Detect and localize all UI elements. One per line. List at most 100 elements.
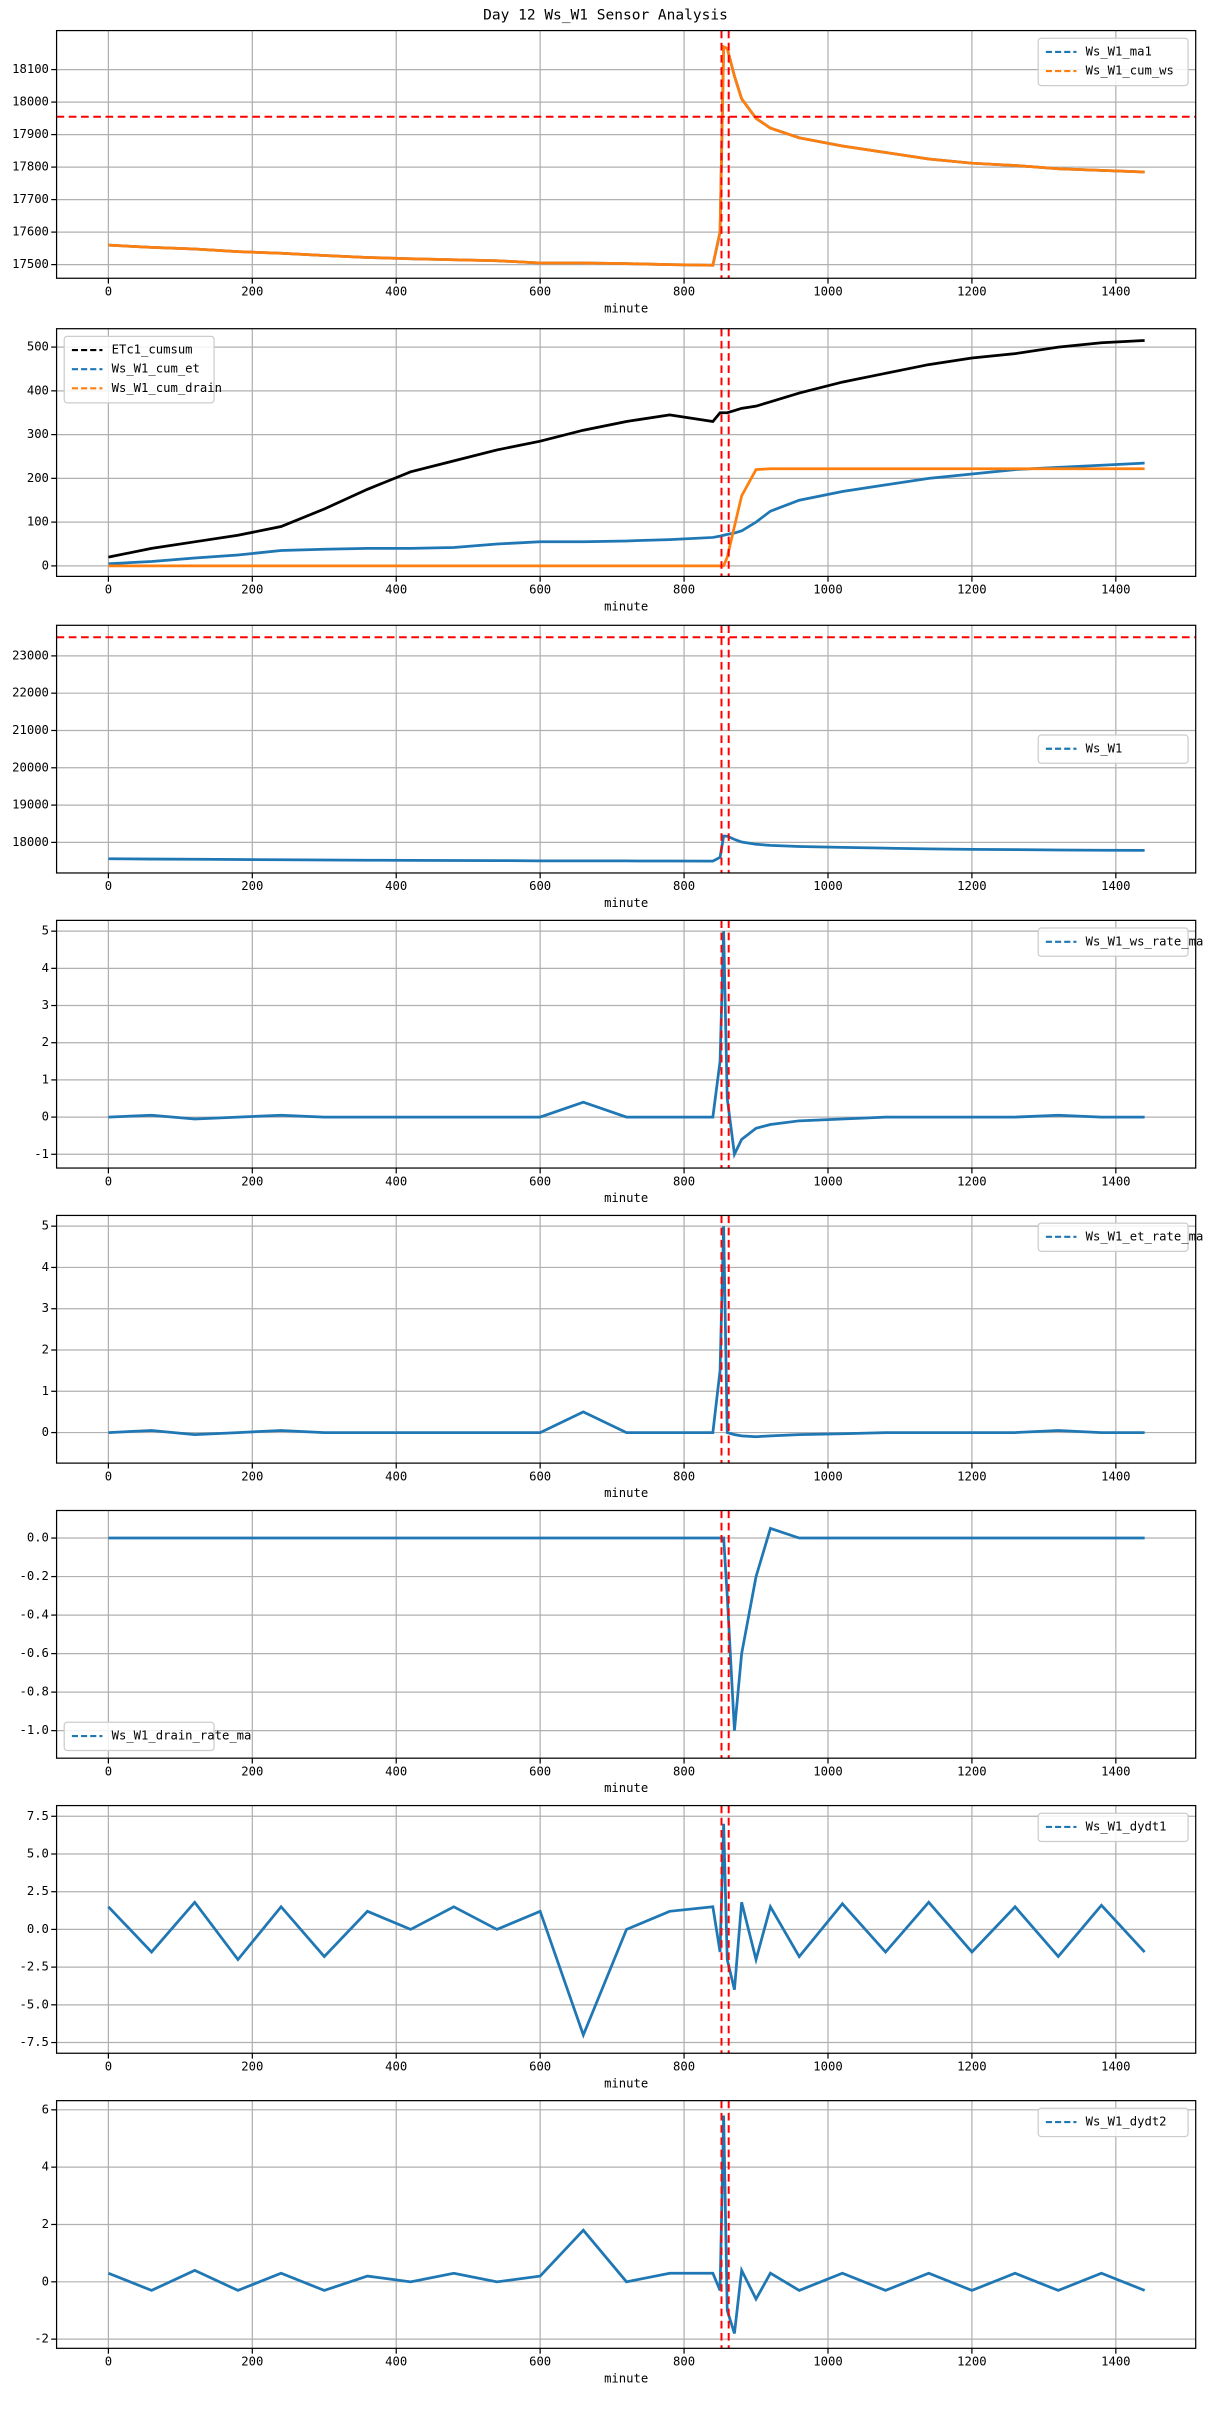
x-tick-label: 600: [529, 285, 551, 299]
y-tick-label: 21000: [12, 723, 49, 737]
x-tick-label: 800: [673, 1764, 695, 1778]
x-tick-label: 400: [385, 285, 407, 299]
x-tick-label: 600: [529, 583, 551, 597]
x-tick-label: 600: [529, 2355, 551, 2369]
x-tick-label: 800: [673, 583, 695, 597]
subplot: 0 200 400 600 800 1000 1200 1400 -2 0 2 4 6 minute Ws_…: [34, 2100, 1197, 2385]
x-tick-label: 800: [673, 1174, 695, 1188]
x-axis-label: minute: [604, 896, 648, 910]
axes-frame: [55, 1214, 1197, 1464]
x-tick-label: 1000: [813, 1174, 842, 1188]
subplot: 0 200 400 600 800 1000 1200 1400 -7.5 -5.0 -2.5 0.0…: [19, 1804, 1197, 2090]
y-tick-label: 18000: [12, 95, 49, 109]
x-tick-label: 800: [673, 285, 695, 299]
series-line: [108, 1226, 1145, 1439]
x-tick-label: 1200: [957, 583, 986, 597]
x-tick-label: 400: [385, 1469, 407, 1483]
y-tick-label: -2: [34, 2332, 49, 2346]
y-tick-label: 0.0: [27, 1531, 49, 1545]
axes-frame: [55, 1804, 1197, 2054]
series-line: [108, 834, 1145, 863]
y-tick-label: 200: [27, 471, 49, 485]
y-tick-label: -0.2: [19, 1569, 48, 1583]
series-line: [108, 931, 1145, 1160]
subplot: 0 200 400 600 800 1000 1200 1400 -1 0 1 2 3 4 5 minute W…: [34, 919, 1204, 1205]
y-tick-label: 19000: [12, 798, 49, 812]
series-line: [107, 2115, 1146, 2334]
x-tick-label: 0: [105, 1469, 112, 1483]
subplot: 0 200 400 600 800 1000 1200 1400 0.0 -0.2 -0.4 -0.6…: [19, 1509, 1197, 1795]
legend-box: [1037, 927, 1189, 957]
x-tick-label: 200: [241, 1469, 263, 1483]
x-tick-label: 1000: [813, 2060, 842, 2074]
y-tick-label: 18100: [12, 62, 49, 76]
x-tick-label: 800: [673, 2060, 695, 2074]
legend-label: Ws_W1_cum_drain: [112, 381, 222, 395]
y-tick-label: 2: [42, 2217, 49, 2231]
y-tick-label: 0.0: [27, 1922, 49, 1936]
legend-label: Ws_W1_cum_et: [112, 362, 200, 376]
x-tick-label: 1400: [1101, 2355, 1130, 2369]
x-tick-label: 1000: [813, 1764, 842, 1778]
y-tick-label: 500: [27, 340, 49, 354]
legend-box: [63, 335, 215, 404]
y-tick-label: 400: [27, 383, 49, 397]
x-tick-label: 400: [385, 1764, 407, 1778]
y-tick-label: 17900: [12, 127, 49, 141]
y-tick-label: -0.4: [19, 1608, 48, 1622]
x-tick-label: 0: [105, 285, 112, 299]
x-axis-label: minute: [604, 2371, 648, 2385]
y-tick-label: 4: [42, 2160, 49, 2174]
x-tick-label: 800: [673, 1469, 695, 1483]
y-tick-label: 300: [27, 427, 49, 441]
x-tick-label: 400: [385, 879, 407, 893]
x-tick-label: 1400: [1101, 583, 1130, 597]
legend-label: Ws_W1_cum_ws: [1086, 64, 1174, 78]
legend-box: [1037, 1812, 1189, 1843]
axes-frame: [55, 29, 1197, 279]
legend-box: [1037, 37, 1189, 87]
x-axis-label: minute: [604, 2076, 648, 2090]
legend-box: [1037, 1222, 1189, 1252]
x-axis-label: minute: [604, 1781, 648, 1795]
y-tick-label: 3: [42, 1301, 49, 1315]
y-tick-label: -5.0: [19, 1997, 48, 2011]
series-line: [108, 467, 1145, 568]
y-tick-label: 23000: [12, 648, 49, 662]
y-tick-label: 0: [42, 1110, 49, 1124]
y-tick-label: 17500: [12, 257, 49, 271]
x-tick-label: 0: [105, 879, 112, 893]
x-tick-label: 1400: [1101, 2060, 1130, 2074]
x-tick-label: 1200: [957, 285, 986, 299]
y-tick-label: 2: [42, 1343, 49, 1357]
y-tick-label: 17800: [12, 160, 49, 174]
series-line: [108, 461, 1145, 566]
y-tick-label: 0: [42, 1425, 49, 1439]
x-tick-label: 1400: [1101, 879, 1130, 893]
axes-frame: [55, 1509, 1197, 1759]
x-tick-label: 1400: [1101, 1174, 1130, 1188]
y-tick-label: 7.5: [27, 1809, 49, 1823]
x-tick-label: 800: [673, 2355, 695, 2369]
x-tick-label: 400: [385, 2355, 407, 2369]
x-tick-label: 1000: [813, 285, 842, 299]
y-tick-label: 18000: [12, 835, 49, 849]
subplot: 0 200 400 600 800 1000 1200 1400 17500 17600 17700…: [12, 29, 1197, 315]
y-tick-label: 100: [27, 515, 49, 529]
legend-label: Ws_W1_ws_rate_ma: [1086, 934, 1204, 948]
y-tick-label: -1.0: [19, 1723, 48, 1737]
x-tick-label: 1400: [1101, 285, 1130, 299]
y-tick-label: 20000: [12, 760, 49, 774]
subplot: 0 200 400 600 800 1000 1200 1400 18000 19000 20000…: [12, 624, 1197, 910]
x-tick-label: 200: [241, 285, 263, 299]
x-axis-label: minute: [604, 301, 648, 315]
x-tick-label: 1200: [957, 879, 986, 893]
x-tick-label: 1000: [813, 1469, 842, 1483]
axes-frame: [55, 2100, 1197, 2349]
legend-label: ETc1_cumsum: [112, 343, 193, 357]
x-tick-label: 600: [529, 1764, 551, 1778]
axes-frame: [55, 328, 1197, 577]
y-tick-label: 3: [42, 998, 49, 1012]
x-axis-label: minute: [604, 1486, 648, 1500]
